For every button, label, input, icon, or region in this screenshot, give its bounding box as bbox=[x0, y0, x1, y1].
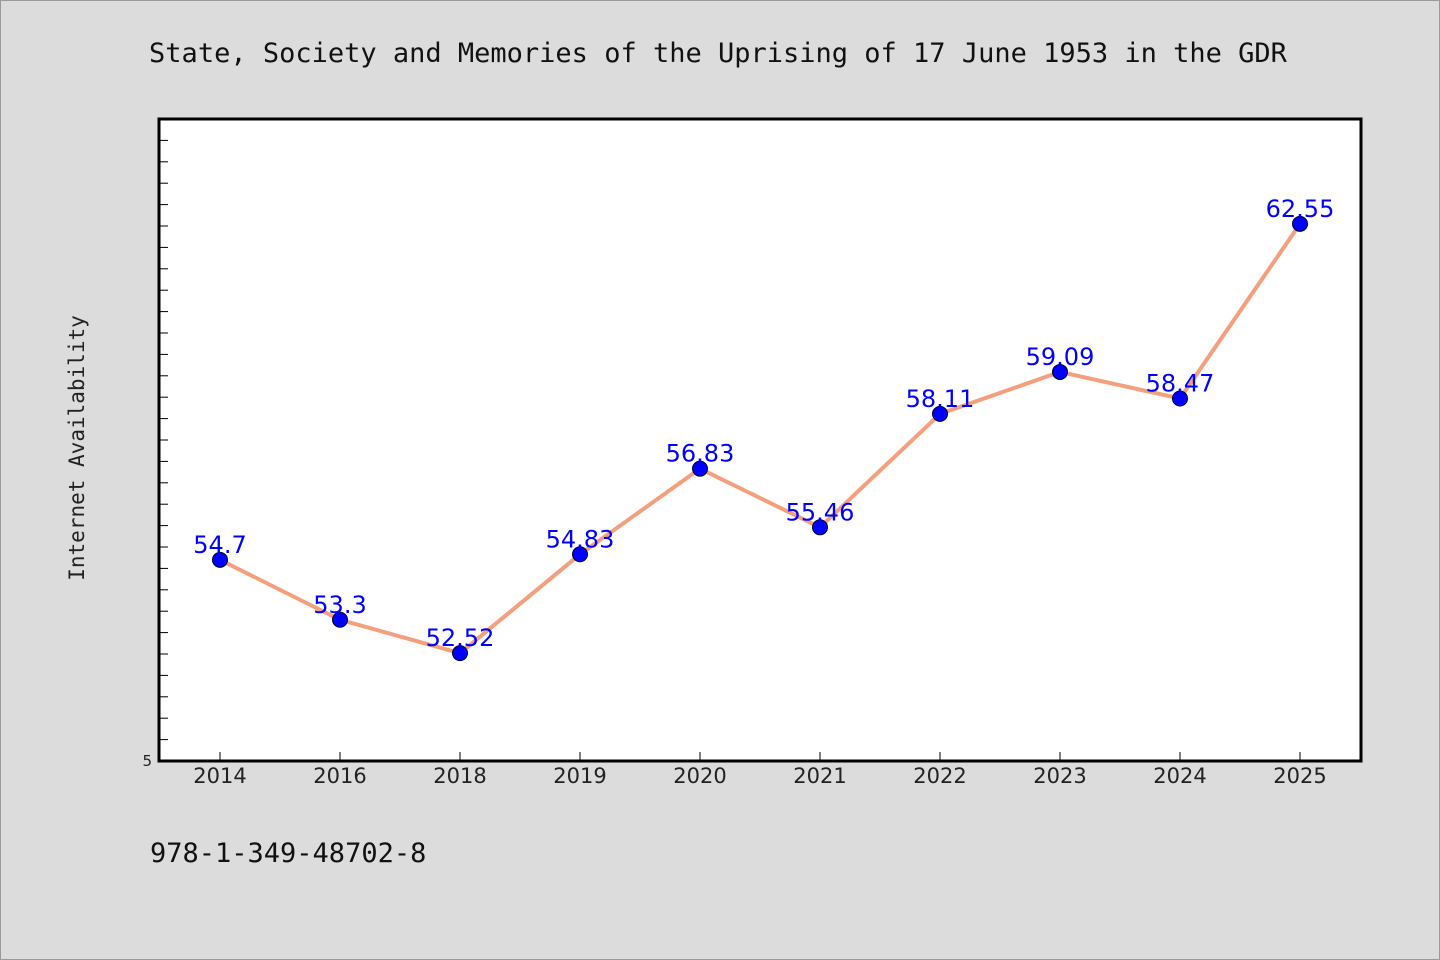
data-point bbox=[1052, 363, 1068, 380]
data-label: 54.7 bbox=[193, 531, 246, 559]
chart-title: State, Society and Memories of the Upris… bbox=[149, 38, 1288, 69]
data-label: 62.55 bbox=[1266, 195, 1335, 223]
data-label: 59.09 bbox=[1026, 343, 1095, 371]
x-tick-label: 2020 bbox=[673, 764, 726, 788]
x-tick-label: 2021 bbox=[793, 764, 846, 788]
data-label: 58.47 bbox=[1146, 369, 1215, 397]
series-line bbox=[219, 222, 1302, 656]
y-axis-label: Internet Availability bbox=[65, 315, 89, 581]
data-label: 56.83 bbox=[666, 440, 735, 468]
x-axis-ticks: 2014 2016 2018 2019 2020 2021 2022 2023 2024 2025 bbox=[193, 752, 1327, 788]
x-tick-label: 2025 bbox=[1273, 764, 1326, 788]
data-point bbox=[572, 546, 588, 563]
y-tick-label: 5 bbox=[142, 752, 152, 770]
x-tick-label: 2018 bbox=[433, 764, 486, 788]
data-point bbox=[812, 519, 828, 536]
isbn-text: 978-1-349-48702-8 bbox=[150, 838, 426, 869]
x-tick-label: 2019 bbox=[553, 764, 606, 788]
data-point bbox=[1292, 215, 1308, 232]
data-point bbox=[212, 551, 228, 568]
data-label: 55.46 bbox=[786, 498, 855, 526]
data-point bbox=[932, 405, 948, 422]
x-tick-label: 2022 bbox=[913, 764, 966, 788]
x-tick-label: 2024 bbox=[1153, 764, 1206, 788]
series-layer: 54.7 53.3 52.52 54.83 56.83 55.46 58.11 59.09 58… bbox=[193, 195, 1335, 662]
data-label: 54.83 bbox=[546, 525, 615, 553]
x-tick-label: 2014 bbox=[193, 764, 246, 788]
data-label: 53.3 bbox=[313, 591, 366, 619]
data-label: 58.11 bbox=[906, 385, 975, 413]
data-point bbox=[1172, 390, 1188, 407]
data-point bbox=[452, 645, 468, 662]
x-tick-label: 2016 bbox=[313, 764, 366, 788]
data-label: 52.52 bbox=[426, 624, 495, 652]
y-axis-ticks: 5 bbox=[142, 139, 168, 770]
data-point bbox=[692, 460, 708, 477]
x-tick-label: 2023 bbox=[1033, 764, 1086, 788]
plot-area bbox=[157, 117, 1363, 763]
data-point bbox=[332, 611, 348, 628]
